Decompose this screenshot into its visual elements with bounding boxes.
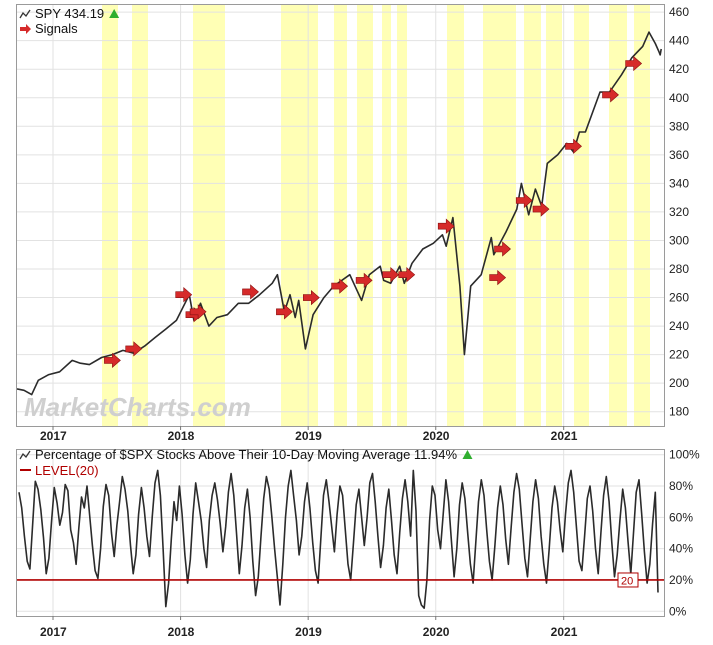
signal-band [193, 5, 225, 426]
line-icon [19, 450, 31, 460]
breadth-legend: Percentage of $SPX Stocks Above Their 10… [19, 447, 473, 478]
signal-band [483, 5, 516, 426]
signal-band [574, 5, 589, 426]
watermark: MarketCharts.com [24, 392, 251, 422]
signal-arrow [398, 267, 416, 283]
signals-legend-label: Signals [35, 21, 78, 36]
breadth-x-tick: 2017 [40, 625, 67, 639]
signal-band [634, 5, 650, 426]
arrow-right-icon [20, 24, 31, 34]
breadth-legend-label: Percentage of $SPX Stocks Above Their 10… [35, 447, 457, 462]
price-y-tick: 320 [669, 205, 689, 219]
signal-arrow [494, 241, 511, 257]
signal-band [524, 5, 541, 426]
level-legend-label: LEVEL(20) [35, 463, 99, 478]
price-y-tick: 460 [669, 5, 689, 19]
breadth-x-tick: 2020 [423, 625, 450, 639]
signal-band [102, 5, 118, 426]
breadth-line [18, 469, 659, 610]
signal-arrow [242, 284, 259, 300]
price-x-axis: 2017 2018 2019 2020 2021 [40, 426, 578, 443]
price-legend-label: SPY 434.19 [35, 6, 104, 21]
price-y-tick: 200 [669, 376, 689, 390]
signal-band [397, 5, 407, 426]
price-y-tick: 380 [669, 119, 689, 133]
signal-arrow [625, 55, 643, 72]
price-panel: MarketCharts.com 460 440 420 400 380 360 340 32… [16, 4, 689, 427]
signal-arrow [382, 267, 400, 283]
signal-band [132, 5, 148, 426]
signal-arrow [602, 87, 619, 103]
price-x-tick: 2021 [551, 429, 578, 443]
breadth-y-tick: 20% [669, 573, 693, 587]
price-x-tick: 2019 [295, 429, 322, 443]
signal-band [382, 5, 391, 426]
level-value-label: 20 [621, 575, 633, 587]
up-triangle-icon [462, 450, 473, 459]
breadth-y-tick: 60% [669, 510, 693, 524]
signal-arrow [104, 352, 121, 369]
price-y-tick: 260 [669, 291, 689, 305]
breadth-panel-frame [16, 449, 665, 617]
price-y-tick: 280 [669, 262, 689, 276]
breadth-x-tick: 2018 [168, 625, 195, 639]
signal-arrow [532, 201, 550, 217]
watermark-text: MarketCharts.com [24, 392, 251, 422]
signal-band [281, 5, 318, 426]
price-x-tick: 2018 [168, 429, 195, 443]
breadth-panel: 20 100% 80% 60% 40% 20% 0% Percentage of $SPX… [16, 447, 700, 618]
signal-band [334, 5, 347, 426]
signal-arrow [515, 192, 533, 209]
signal-band [609, 5, 627, 426]
signal-arrow [175, 287, 193, 303]
signal-arrow [437, 218, 455, 234]
price-y-tick: 340 [669, 176, 689, 190]
signal-arrow [276, 304, 293, 320]
price-y-tick: 180 [669, 405, 689, 419]
price-y-tick: 400 [669, 91, 689, 105]
signal-arrow [489, 269, 507, 286]
signal-band [546, 5, 562, 426]
signal-arrow [355, 272, 373, 289]
breadth-x-tick: 2019 [295, 625, 322, 639]
breadth-y-tick: 100% [669, 448, 700, 462]
price-y-tick: 420 [669, 62, 689, 76]
signal-band [357, 5, 373, 426]
breadth-x-tick: 2021 [551, 625, 578, 639]
price-x-tick: 2017 [40, 429, 67, 443]
signal-arrow [189, 304, 207, 320]
price-x-tick: 2020 [423, 429, 450, 443]
breadth-y-tick: 80% [669, 479, 693, 493]
price-y-tick: 360 [669, 148, 689, 162]
price-y-tick: 220 [669, 348, 689, 362]
up-triangle-icon [109, 9, 120, 18]
price-y-tick: 440 [669, 34, 689, 48]
signal-arrow [125, 341, 143, 357]
breadth-y-tick: 40% [669, 542, 693, 556]
line-icon [19, 9, 31, 19]
breadth-y-tick: 0% [669, 604, 687, 618]
price-y-tick: 300 [669, 233, 689, 247]
level-value-box [617, 572, 639, 588]
price-y-tick: 240 [669, 319, 689, 333]
price-legend: SPY 434.19 Signals [19, 6, 120, 36]
breadth-x-axis: 2017 2018 2019 2020 2021 [40, 616, 578, 639]
signal-arrow [302, 289, 320, 306]
signal-arrow [565, 138, 582, 154]
signal-arrow [331, 278, 349, 294]
signal-band [447, 5, 464, 426]
